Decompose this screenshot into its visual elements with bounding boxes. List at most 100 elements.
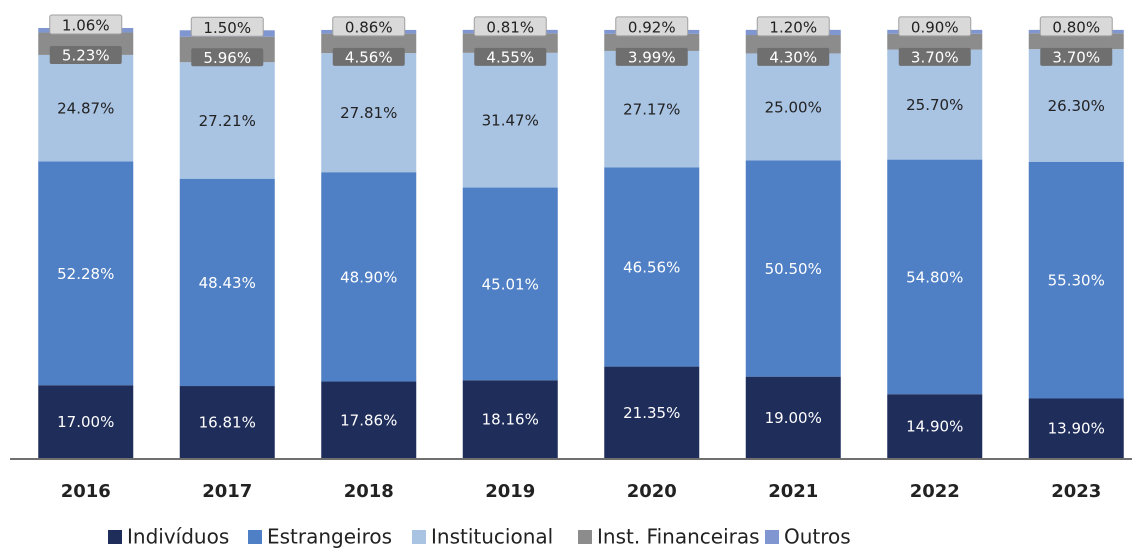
label-box xyxy=(1039,16,1113,37)
bar-segment xyxy=(887,394,983,458)
data-label: 16.81% xyxy=(199,414,256,432)
label-box xyxy=(756,16,830,37)
data-label: 45.01% xyxy=(482,275,539,293)
bar-segment xyxy=(462,52,558,188)
bar-segment xyxy=(321,381,417,458)
bar-segment xyxy=(321,53,417,173)
data-label: 1.50% xyxy=(203,19,251,37)
legend-label: Estrangeiros xyxy=(267,525,392,549)
legend-swatch xyxy=(248,530,262,544)
data-label: 25.00% xyxy=(765,98,822,116)
data-label: 26.30% xyxy=(1048,97,1105,115)
data-label: 54.80% xyxy=(906,268,963,286)
label-box xyxy=(49,46,122,64)
legend-label: Inst. Financeiras xyxy=(597,525,760,549)
bar-segment xyxy=(179,62,275,179)
data-label: 48.43% xyxy=(199,274,256,292)
data-label: 31.47% xyxy=(482,112,539,130)
data-label: 14.90% xyxy=(906,418,963,436)
bar-segment xyxy=(887,49,983,160)
x-tick-label: 2018 xyxy=(344,481,394,502)
bar-segment xyxy=(1028,398,1124,458)
bar-segment xyxy=(1028,33,1124,50)
label-box xyxy=(332,16,406,37)
bar-segment xyxy=(38,161,134,386)
data-label: 0.81% xyxy=(486,18,534,36)
data-label: 27.21% xyxy=(199,112,256,130)
data-label: 0.86% xyxy=(345,18,393,36)
bar-segment xyxy=(604,366,700,458)
data-label: 27.17% xyxy=(623,101,680,119)
data-label: 21.35% xyxy=(623,404,680,422)
bar-segment xyxy=(604,33,700,51)
bar-segment xyxy=(745,376,841,458)
legend-label: Institucional xyxy=(431,525,553,549)
label-box xyxy=(49,14,123,35)
bar-segment xyxy=(38,54,134,162)
bar-segment xyxy=(462,187,558,381)
x-tick-label: 2019 xyxy=(485,481,535,502)
bar-segment xyxy=(745,53,841,161)
legend-swatch xyxy=(108,530,122,544)
data-label: 50.50% xyxy=(765,260,822,278)
bar-segment xyxy=(745,160,841,377)
legend-swatch xyxy=(578,530,592,544)
data-label: 0.92% xyxy=(628,18,676,36)
legend-swatch xyxy=(412,530,426,544)
data-label: 27.81% xyxy=(340,104,397,122)
legend-label: Indivíduos xyxy=(127,525,229,549)
data-label: 25.70% xyxy=(906,96,963,114)
label-box xyxy=(615,16,689,37)
bar-segment xyxy=(38,385,134,458)
data-label: 1.06% xyxy=(62,17,110,35)
data-label: 18.16% xyxy=(482,411,539,429)
data-label: 5.96% xyxy=(203,49,251,67)
x-tick-label: 2020 xyxy=(627,481,677,502)
data-label: 3.70% xyxy=(1052,48,1100,66)
data-label: 52.28% xyxy=(57,265,114,283)
x-tick-label: 2021 xyxy=(768,481,818,502)
data-label: 17.00% xyxy=(57,413,114,431)
label-box xyxy=(474,47,547,66)
data-label: 24.87% xyxy=(57,100,114,118)
bar-segment xyxy=(604,50,700,168)
data-label: 3.99% xyxy=(628,48,676,66)
x-tick-label: 2023 xyxy=(1051,481,1101,502)
data-label: 55.30% xyxy=(1048,272,1105,290)
data-label: 5.23% xyxy=(62,47,110,65)
bar-segment xyxy=(179,386,275,458)
label-box xyxy=(190,16,264,37)
data-label: 3.70% xyxy=(911,48,959,66)
label-box xyxy=(473,16,547,37)
data-label: 13.90% xyxy=(1048,420,1105,438)
data-label: 4.55% xyxy=(486,48,534,66)
data-label: 4.30% xyxy=(769,48,817,66)
bar-segment xyxy=(1028,49,1124,162)
x-tick-label: 2016 xyxy=(61,481,111,502)
label-box xyxy=(757,47,830,66)
bar-segment xyxy=(179,178,275,387)
label-box xyxy=(898,16,972,37)
data-label: 1.20% xyxy=(769,18,817,36)
bar-segment xyxy=(1028,161,1124,399)
label-box xyxy=(191,48,264,67)
label-box xyxy=(332,47,405,66)
data-label: 19.00% xyxy=(765,409,822,427)
bar-segment xyxy=(887,33,983,50)
bar-segment xyxy=(604,167,700,367)
bar-segment xyxy=(887,159,983,395)
data-label: 4.56% xyxy=(345,48,393,66)
x-tick-label: 2022 xyxy=(910,481,960,502)
data-label: 0.90% xyxy=(911,18,959,36)
data-label: 17.86% xyxy=(340,411,397,429)
legend-swatch xyxy=(765,530,779,544)
data-label: 46.56% xyxy=(623,258,680,276)
x-tick-label: 2017 xyxy=(202,481,252,502)
data-label: 48.90% xyxy=(340,268,397,286)
label-box xyxy=(615,47,688,66)
bar-segment xyxy=(462,380,558,458)
bar-segment xyxy=(321,172,417,382)
label-box xyxy=(898,47,971,66)
legend-label: Outros xyxy=(784,525,851,549)
